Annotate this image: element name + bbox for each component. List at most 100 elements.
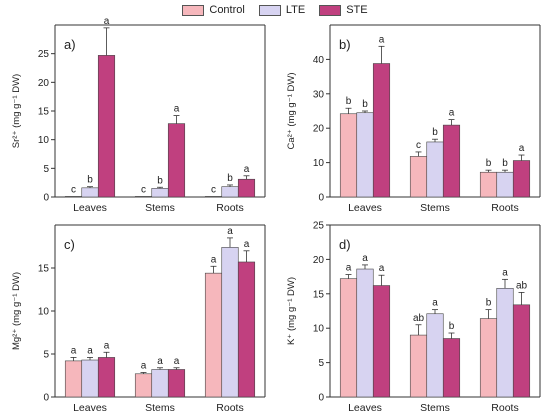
y-tick-label: 20 xyxy=(38,78,50,89)
bar-lte-stems xyxy=(151,369,169,398)
bar-ste-leaves xyxy=(97,357,116,398)
y-tick-label: 40 xyxy=(313,55,325,66)
y-axis-label: Ca²⁺ (mg g⁻¹ DW) xyxy=(286,72,297,149)
bar-control-roots xyxy=(204,196,223,198)
significance-letter: a xyxy=(141,360,147,371)
legend: Control LTE STE xyxy=(0,4,550,16)
y-tick-label: 0 xyxy=(318,393,324,404)
y-tick-label: 0 xyxy=(318,193,324,204)
x-tick-label: Roots xyxy=(216,202,243,214)
significance-letter: ab xyxy=(413,313,425,324)
significance-letter: a xyxy=(362,253,368,264)
y-tick-label: 20 xyxy=(313,124,325,135)
bar-ste-roots xyxy=(237,261,256,398)
significance-letter: a xyxy=(87,345,93,356)
legend-swatch-ste xyxy=(319,4,342,16)
bar-lte-leaves xyxy=(356,268,374,398)
bar-control-stems xyxy=(134,196,153,198)
x-tick-label: Leaves xyxy=(73,402,107,414)
bar-ste-stems xyxy=(167,369,186,398)
y-tick-label: 20 xyxy=(313,255,325,266)
y-tick-label: 10 xyxy=(38,307,50,318)
x-tick-label: Leaves xyxy=(73,202,107,214)
legend-swatch-control xyxy=(182,4,205,16)
significance-letter: b xyxy=(362,99,368,110)
y-axis-label: Mg²⁺ (mg g⁻¹ DW) xyxy=(11,272,22,350)
significance-letter: a xyxy=(104,340,110,351)
x-tick-label: Stems xyxy=(420,202,450,214)
y-tick-label: 15 xyxy=(38,107,50,118)
bar-control-leaves xyxy=(339,278,358,398)
bar-lte-stems xyxy=(426,313,444,398)
significance-letter: a xyxy=(244,164,250,175)
panel-label: d) xyxy=(339,237,351,252)
bar-control-leaves xyxy=(64,360,83,398)
x-tick-label: Roots xyxy=(491,202,518,214)
x-tick-label: Leaves xyxy=(348,202,382,214)
x-tick-label: Leaves xyxy=(348,402,382,414)
legend-swatch-lte xyxy=(258,4,281,16)
significance-letter: a xyxy=(174,104,180,115)
significance-letter: a xyxy=(432,298,438,309)
bar-control-stems xyxy=(409,156,428,198)
significance-letter: a xyxy=(244,239,250,250)
legend-label-lte: LTE xyxy=(285,4,306,16)
significance-letter: a xyxy=(71,345,77,356)
significance-letter: b xyxy=(486,158,492,169)
bar-lte-roots xyxy=(496,171,514,198)
x-tick-label: Roots xyxy=(491,402,518,414)
bar-ste-roots xyxy=(512,160,531,198)
significance-letter: a xyxy=(227,226,233,237)
significance-letter: b xyxy=(227,173,233,184)
legend-item-lte: LTE xyxy=(258,4,306,16)
significance-letter: b xyxy=(502,158,508,169)
bar-ste-stems xyxy=(442,338,461,398)
panel-label: a) xyxy=(64,37,76,52)
x-tick-label: Stems xyxy=(420,402,450,414)
significance-letter: c xyxy=(141,184,146,195)
bar-lte-roots xyxy=(221,247,239,398)
bar-lte-stems xyxy=(151,188,169,198)
significance-letter: c xyxy=(416,140,421,151)
significance-letter: a xyxy=(502,267,508,278)
significance-letter: b xyxy=(157,175,163,186)
y-tick-label: 30 xyxy=(313,89,325,100)
bar-control-roots xyxy=(204,272,223,398)
x-tick-label: Roots xyxy=(216,402,243,414)
significance-letter: b xyxy=(486,298,492,309)
x-tick-label: Stems xyxy=(145,402,175,414)
bar-ste-leaves xyxy=(97,55,116,198)
significance-letter: ab xyxy=(516,280,528,291)
significance-letter: a xyxy=(519,143,525,154)
y-tick-label: 15 xyxy=(38,264,50,275)
bar-control-leaves xyxy=(339,113,358,198)
bar-ste-roots xyxy=(512,304,531,398)
bar-control-roots xyxy=(479,171,498,198)
bar-lte-leaves xyxy=(356,112,374,198)
significance-letter: b xyxy=(346,96,352,107)
legend-item-control: Control xyxy=(182,4,245,16)
bar-ste-stems xyxy=(167,123,186,198)
significance-letter: a xyxy=(379,34,385,45)
bar-lte-roots xyxy=(496,287,514,398)
significance-letter: a xyxy=(449,108,455,119)
y-tick-label: 5 xyxy=(43,350,49,361)
y-tick-label: 25 xyxy=(313,221,325,232)
panel-label: b) xyxy=(339,37,351,52)
bar-ste-roots xyxy=(237,178,256,198)
significance-letter: a xyxy=(211,254,217,265)
panel-label: c) xyxy=(64,237,75,252)
legend-item-ste: STE xyxy=(319,4,368,16)
bar-control-roots xyxy=(479,318,498,398)
bar-lte-leaves xyxy=(81,187,99,198)
x-tick-label: Stems xyxy=(145,202,175,214)
y-tick-label: 10 xyxy=(38,135,50,146)
bar-lte-roots xyxy=(221,186,239,198)
y-axis-label: K⁺ (mg g⁻¹ DW) xyxy=(286,277,297,345)
y-tick-label: 0 xyxy=(43,193,49,204)
y-axis-label: Sr²⁺ (mg g⁻¹ DW) xyxy=(11,74,22,148)
